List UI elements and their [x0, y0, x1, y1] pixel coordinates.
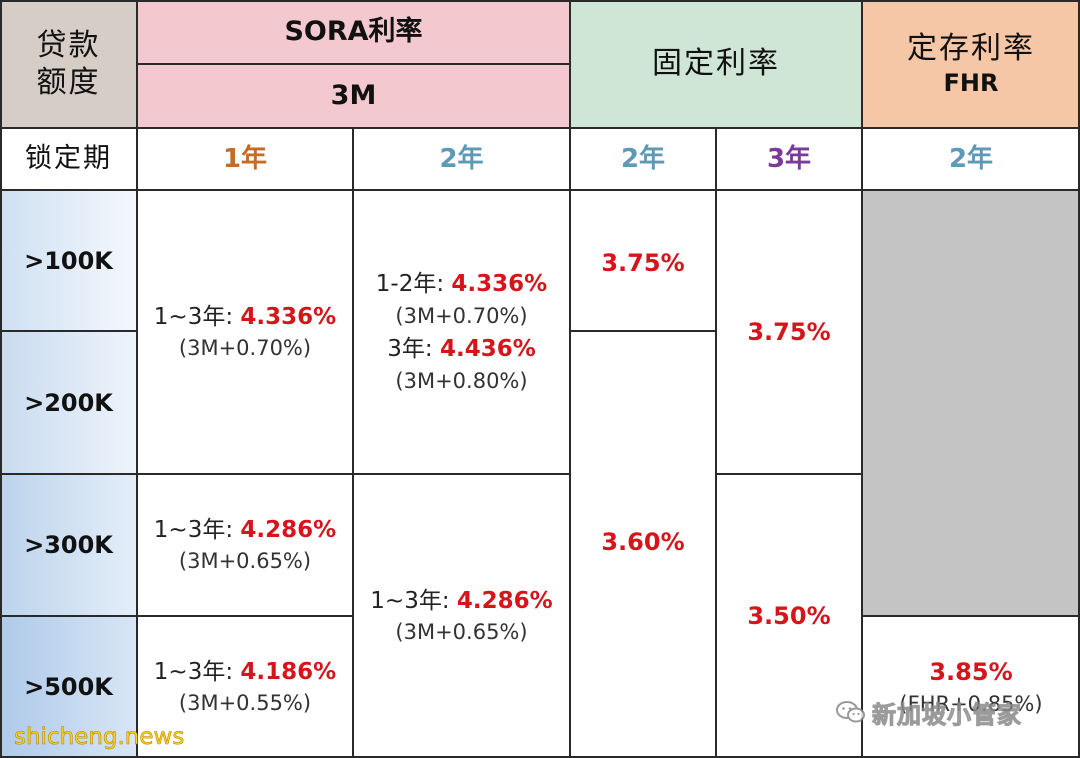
lock-year-fhr-2y: 2年 — [862, 128, 1080, 190]
rate-spread: (3M+0.55%) — [178, 691, 312, 716]
tier-label: >200K — [24, 388, 113, 417]
sora-2y-cell-100k-200k: 1-2年: 4.336% (3M+0.70%) 3年: 4.436% (3M+0… — [353, 190, 570, 474]
rate-spread: (3M+0.65%) — [178, 549, 312, 574]
grid-line — [0, 473, 570, 475]
rate-value: 4.286% — [456, 587, 553, 614]
lock-year-sora-1y: 1年 — [137, 128, 353, 190]
brand-watermark-text: 新加坡小管家 — [872, 700, 1022, 729]
rate-spread: (3M+0.70%) — [395, 303, 528, 328]
rate-value: 3.75% — [601, 249, 685, 277]
tier-label: >100K — [24, 246, 113, 275]
grid-line — [0, 615, 353, 617]
grid-line — [0, 189, 1080, 191]
fixed-2y-cell-200k-500k: 3.60% — [570, 331, 716, 758]
wechat-watermark: 新加坡小管家 — [836, 694, 1022, 730]
rate-value: 3.50% — [747, 602, 831, 630]
rate-spread: (3M+0.80%) — [395, 368, 528, 393]
fhr-header-cell: 定存利率 FHR — [862, 0, 1080, 128]
rate-value: 3.75% — [747, 318, 831, 346]
grid-line — [0, 330, 137, 332]
tier-cell-300k: >300K — [0, 474, 137, 616]
rate-spread: (FHR+0.85%) — [899, 691, 1043, 716]
lock-year-label: 3年 — [766, 143, 812, 174]
lock-year-fixed-2y: 2年 — [570, 128, 716, 190]
rate-prefix: 1~3年: — [153, 303, 241, 330]
grid-line — [0, 756, 1080, 758]
sora-1y-cell-300k: 1~3年: 4.286% (3M+0.65%) — [137, 474, 353, 616]
lock-year-label: 2年 — [439, 143, 484, 174]
rate-prefix: 1~3年: — [370, 587, 457, 614]
fhr-2y-cell-500k: 3.85% (FHR+0.85%) — [862, 616, 1080, 758]
fixed-header-title: 固定利率 — [652, 46, 780, 82]
rate-value: 3.85% — [929, 657, 1013, 686]
sora-header-cell: SORA利率 — [137, 0, 570, 64]
sora-header-title: SORA利率 — [284, 16, 423, 48]
lock-year-label: 2年 — [948, 143, 994, 174]
tier-label: >300K — [24, 531, 113, 559]
lock-year-fixed-3y: 3年 — [716, 128, 862, 190]
fixed-header-cell: 固定利率 — [570, 0, 862, 128]
fhr-header-title: 定存利率 — [907, 31, 1035, 67]
grid-line — [0, 0, 1080, 2]
rate-value: 4.436% — [439, 336, 536, 362]
grid-line — [136, 0, 138, 758]
rate-prefix: 1~3年: — [153, 516, 241, 543]
rate-spread: (3M+0.70%) — [178, 336, 312, 361]
wechat-icon — [836, 700, 866, 724]
sora-2y-cell-300k-500k: 1~3年: 4.286% (3M+0.65%) — [353, 474, 570, 758]
fixed-3y-cell-300k-500k: 3.50% — [716, 474, 862, 758]
rate-value: 3.60% — [601, 528, 685, 556]
grid-line — [569, 0, 571, 758]
sora-sub-header-title: 3M — [330, 80, 377, 112]
tier-label: >500K — [24, 673, 113, 701]
rate-line: 1~3年: 4.336% — [154, 303, 336, 332]
site-watermark: shicheng.news — [14, 724, 185, 751]
grid-line — [862, 615, 1080, 617]
loan-amount-header-line1: 贷款 — [36, 27, 101, 63]
grid-line — [0, 0, 2, 758]
grid-line — [352, 128, 354, 758]
rate-line: 1~3年: 4.186% — [154, 658, 336, 687]
lock-period-label: 锁定期 — [25, 143, 112, 175]
fixed-2y-cell-100k: 3.75% — [570, 190, 716, 331]
tier-cell-500k: >500K — [0, 616, 137, 758]
rate-value: 4.336% — [451, 271, 548, 297]
sora-sub-header-cell: 3M — [137, 64, 570, 128]
loan-amount-header-line2: 额度 — [36, 65, 101, 100]
rate-value: 4.186% — [240, 658, 337, 685]
rate-line: 1-2年: 4.336% — [376, 270, 547, 299]
tier-cell-200k: >200K — [0, 331, 137, 474]
grid-line — [715, 128, 717, 758]
rate-line: 1~3年: 4.286% — [154, 516, 336, 545]
lock-year-label: 1年 — [222, 143, 268, 174]
fhr-header-subtitle: FHR — [943, 68, 999, 97]
grid-line — [716, 473, 862, 475]
rate-prefix: 3年: — [387, 336, 440, 362]
rate-prefix: 1-2年: — [375, 271, 452, 297]
loan-amount-header-cell: 贷款 额度 — [0, 0, 137, 128]
rate-spread: (3M+0.65%) — [395, 620, 528, 645]
fhr-2y-grey-block — [862, 190, 1080, 616]
rate-prefix: 1~3年: — [153, 658, 241, 685]
grid-line — [137, 63, 570, 65]
lock-period-label-cell: 锁定期 — [0, 128, 137, 190]
grid-line — [861, 0, 863, 758]
lock-year-sora-2y: 2年 — [353, 128, 570, 190]
rate-line: 1~3年: 4.286% — [370, 587, 552, 616]
rate-line: 3年: 4.436% — [387, 335, 536, 364]
sora-1y-cell-500k: 1~3年: 4.186% (3M+0.55%) — [137, 616, 353, 758]
fixed-3y-cell-100k-200k: 3.75% — [716, 190, 862, 474]
grid-line — [0, 127, 1080, 129]
sora-1y-cell-100k-200k: 1~3年: 4.336% (3M+0.70%) — [137, 190, 353, 474]
tier-cell-100k: >100K — [0, 190, 137, 331]
grid-line — [1078, 0, 1080, 758]
grid-line — [570, 330, 716, 332]
rate-value: 4.286% — [240, 516, 337, 543]
lock-year-label: 2年 — [620, 143, 666, 174]
rate-value: 4.336% — [240, 303, 337, 330]
